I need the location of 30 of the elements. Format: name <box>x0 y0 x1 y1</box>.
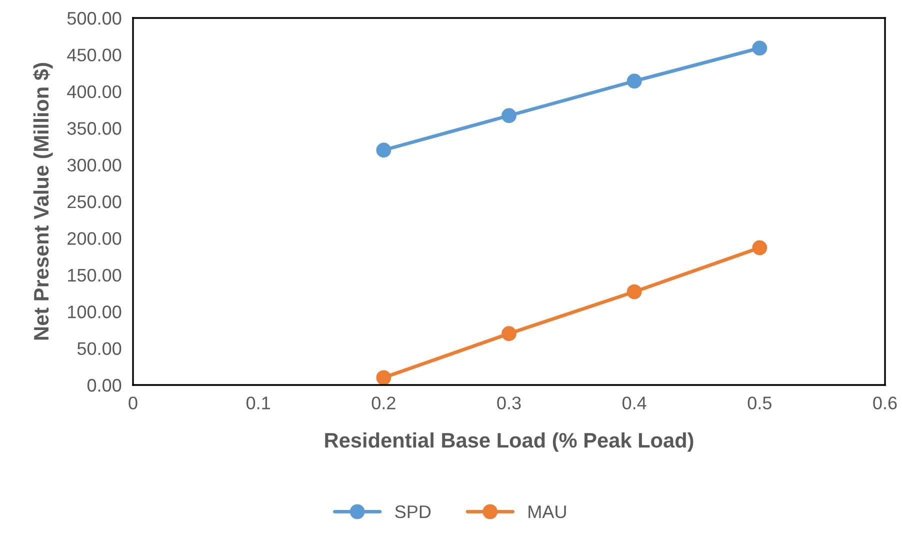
y-tick-label: 300.00 <box>67 158 122 172</box>
x-tick-label: 0.3 <box>497 396 521 410</box>
x-axis-title: Residential Base Load (% Peak Load) <box>325 432 694 452</box>
y-tick-label: 50.00 <box>77 342 122 356</box>
y-tick-label: 250.00 <box>68 195 122 208</box>
legend-label: MAU <box>528 506 566 518</box>
legend-label: SPD <box>395 505 431 518</box>
point <box>752 40 768 56</box>
point <box>752 240 768 256</box>
x-tick-label: 0.6 <box>873 396 897 410</box>
x-tick-label: 0 <box>128 396 138 410</box>
y-tick-label: 100.00 <box>68 306 122 318</box>
point <box>502 108 516 124</box>
point <box>376 370 392 385</box>
x-tick-label: 0.4 <box>622 396 646 410</box>
y-axis-title: Net Present Value (Million $) <box>32 63 53 340</box>
y-tick-label: 350.00 <box>67 122 122 135</box>
point <box>626 284 642 300</box>
point <box>376 142 392 158</box>
x-tick-label: 0.5 <box>748 396 772 410</box>
y-tick-label: 200.00 <box>68 232 122 245</box>
y-tick-label: 500.00 <box>67 12 122 25</box>
point <box>626 74 642 89</box>
y-tick-label: 450.00 <box>67 48 122 62</box>
y-tick-label: 0.00 <box>87 378 122 392</box>
y-tick-label: 400.00 <box>67 85 122 98</box>
y-tick-label: 150.00 <box>68 268 122 282</box>
x-tick-label: 0.1 <box>246 396 270 410</box>
point <box>502 326 516 342</box>
x-tick-label: 0.2 <box>372 396 396 410</box>
